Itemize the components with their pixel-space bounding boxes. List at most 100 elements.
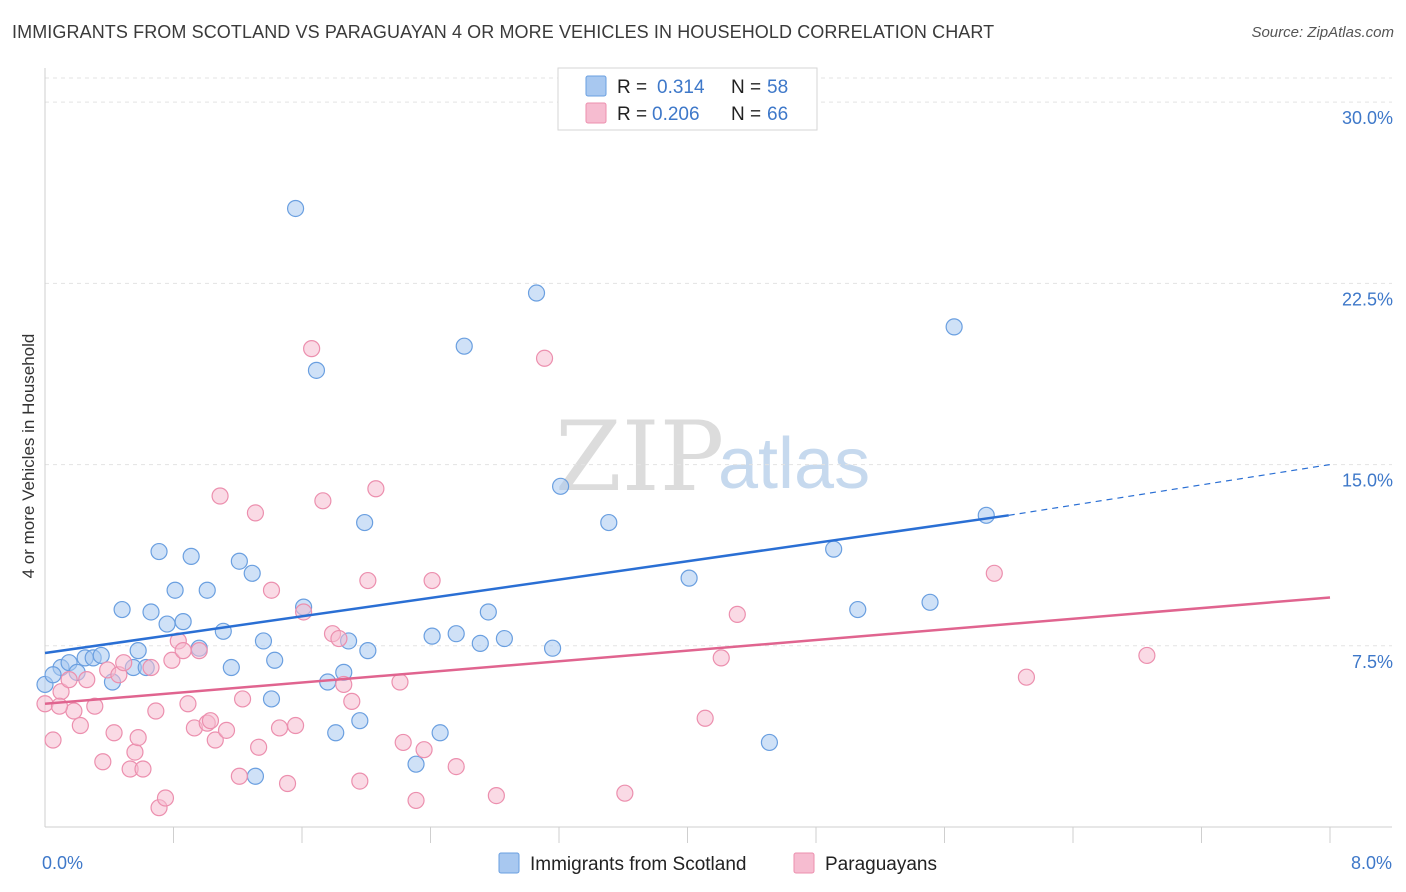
scotland-point [423,627,441,645]
paraguayans-point [250,738,268,756]
paraguayans-point [391,673,409,691]
paraguayans-point [985,564,1003,582]
paraguayans-point [105,724,123,742]
trend-line-paraguayans [44,596,1331,706]
watermark-atlas: atlas [718,424,870,504]
scotland-point [262,690,281,708]
scotland-point [327,724,345,742]
paraguayans-point [351,772,369,790]
paraguayans-point [179,695,197,713]
paraguayans-point [71,716,89,735]
paraguayans-point [50,697,69,715]
trend-line-scotland-extension [1008,463,1331,516]
bottom-legend-label-paraguayans: Paraguayans [825,854,937,875]
scotland-point [166,581,184,599]
paraguayans-point [535,349,554,367]
scotland-point [230,552,248,570]
scotland-point [849,600,867,619]
legend-n-label-scotland: N = [731,77,761,98]
bottom-legend-swatch-paraguayans [793,852,815,874]
scotland-point [431,724,449,742]
source-label: Source: ZipAtlas.com [1251,24,1394,41]
paraguayans-point [60,671,78,689]
paraguayans-point [206,731,224,749]
paraguayans-point [44,731,62,749]
scotland-point [142,603,160,621]
paraguayans-point [303,340,321,358]
paraguayans-point [1138,646,1156,665]
paraguayans-point [174,642,192,660]
legend-r-label-paraguayans: R = [617,104,647,125]
scotland-point [266,651,284,669]
legend-n-value-scotland: 58 [767,77,788,98]
scotland-point [351,712,369,730]
paraguayans-point [163,651,181,669]
paraguayans-point [86,697,104,715]
scotland-point [113,600,131,619]
bottom-legend-swatch-scotland [498,852,520,874]
paraguayans-point [270,719,289,737]
scotland-point [495,629,513,648]
paraguayans-point [407,791,425,810]
axes: 7.5% 15.0% 22.5% 30.0% 0.0% 8.0% [42,68,1393,873]
scotland-point [307,361,326,379]
scotland-point [977,506,995,524]
legend-r-label-scotland: R = [617,77,647,98]
y-axis-label: 4 or more Vehicles in Household [19,334,38,579]
legend-swatch-paraguayans [585,102,607,124]
paraguayans-point [286,716,305,735]
scotland-point [552,477,570,495]
paraguayans-point [129,729,147,747]
scotland-point [527,284,546,302]
paraguayans-point [728,605,746,623]
scotland-point [825,540,843,558]
paraguayans-point [415,741,433,759]
scotland-point [680,569,698,587]
x-tick-label: 0.0% [42,853,83,873]
data-points [36,199,1156,817]
paraguayans-point [156,789,175,807]
scotland-point [254,632,273,650]
paraguayans-point [447,757,465,776]
scotland-point [222,658,240,677]
y-tick-label: 7.5% [1352,652,1393,672]
scotland-point [760,733,779,752]
paraguayans-point [190,642,208,660]
scotland-point [356,513,374,532]
scotland-point [129,642,147,660]
series-legend: Immigrants from Scotland Paraguayans [498,852,937,875]
scotland-point [447,625,465,643]
paraguayans-point [94,753,112,771]
paraguayans-point [423,571,441,590]
paraguayans-point [126,743,144,761]
scotland-point [198,581,216,599]
chart-title: IMMIGRANTS FROM SCOTLAND VS PARAGUAYAN 4… [12,22,995,42]
paraguayans-point [78,671,96,689]
paraguayans-point [712,649,730,667]
scotland-point [174,613,192,631]
paraguayans-point [343,692,361,710]
paraguayans-point [487,786,505,805]
paraguayans-point [359,571,377,590]
y-tick-label: 30.0% [1342,108,1393,128]
paraguayans-point [262,581,281,599]
x-tick-label: 8.0% [1351,853,1392,873]
paraguayans-point [230,767,248,785]
legend-n-value-paraguayans: 66 [767,104,788,125]
scotland-point [92,646,110,665]
paraguayans-point [246,504,265,522]
paraguayans-point [211,487,229,505]
legend-r-value-paraguayans: 0.206 [652,104,700,125]
paraguayans-point [696,709,714,727]
watermark-zip: ZIP [555,401,724,513]
y-tick-label: 15.0% [1342,471,1393,491]
paraguayans-point [233,690,252,708]
scotland-point [243,564,261,582]
paraguayans-point [65,702,83,720]
paraguayans-point [314,492,332,510]
scotland-point [471,634,489,652]
scotland-point [286,199,305,218]
bottom-legend-label-scotland: Immigrants from Scotland [530,854,746,875]
paraguayans-point [115,654,133,672]
